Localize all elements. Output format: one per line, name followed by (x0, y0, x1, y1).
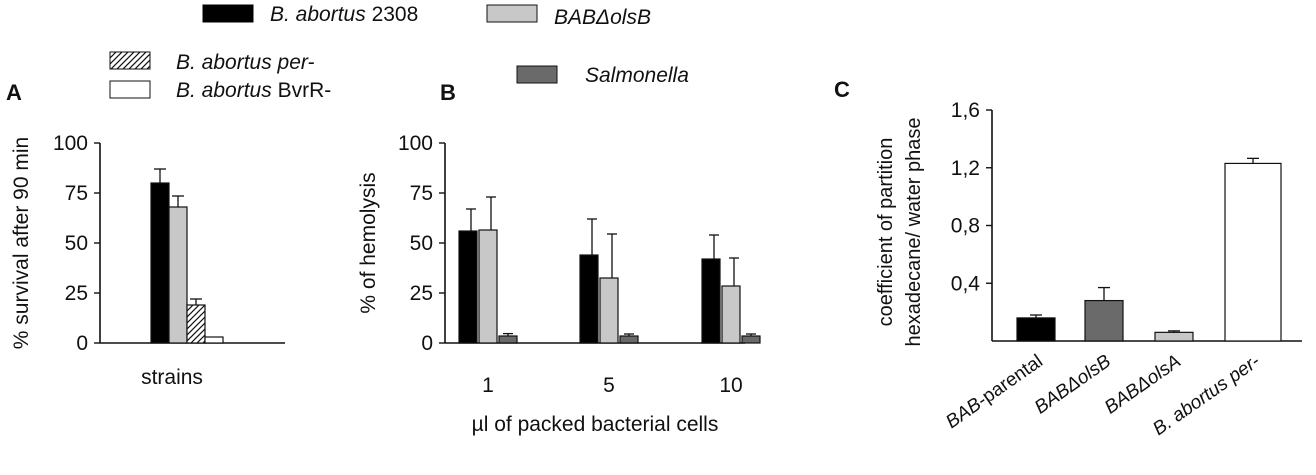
legend-swatch-light-gray (486, 4, 538, 23)
legend-label: B. abortus 2308 (270, 3, 418, 26)
y-tick-label: 75 (410, 182, 433, 205)
bar (150, 182, 170, 344)
legend: B. abortus 2308 BABΔolsB B. abortus per-… (109, 3, 689, 102)
legend-swatch-white (109, 80, 151, 99)
y-tick-label: 100 (398, 132, 433, 155)
chart-panel-c: coefficient of partition hexadecane/ wat… (875, 99, 1302, 440)
y-tick-label: 0,4 (951, 272, 981, 295)
y-tick-label: 1,6 (951, 99, 980, 122)
y-tick-label: 25 (410, 282, 433, 305)
y-tick-label: 0 (76, 332, 88, 355)
x-tick-label: BABΔolsB (1031, 351, 1115, 419)
y-tick-label: 75 (65, 182, 88, 205)
y-tick-label: 0,8 (951, 215, 980, 238)
bar (1224, 162, 1282, 342)
y-axis-label: % survival after 90 min (10, 137, 33, 349)
legend-label: B. abortus BvrR- (176, 79, 331, 102)
legend-swatch-dark-gray (516, 65, 558, 84)
legend-item-b-abortus-2308: B. abortus 2308 (202, 3, 418, 26)
bar (1154, 331, 1194, 342)
y-axis-label: % of hemolysis (357, 172, 380, 313)
bar (1016, 317, 1056, 342)
panel-label-b: B (440, 80, 456, 105)
legend-label: B. abortus per- (176, 51, 315, 74)
legend-swatch-black (202, 4, 254, 23)
y-axis-label-line-1: coefficient of partition (875, 138, 897, 327)
legend-label: Salmonella (585, 64, 689, 87)
x-tick-label: 5 (603, 374, 615, 397)
chart-panel-a: % survival after 90 min strains 0 25 50 75 1… (10, 132, 285, 389)
legend-item-salmonella: Salmonella (516, 64, 689, 87)
bar (458, 230, 478, 344)
panel-label-c: C (834, 77, 850, 102)
x-axis-label: strains (141, 366, 203, 389)
y-tick-label: 50 (65, 232, 88, 255)
chart-panel-b: % of hemolysis µl of packed bacterial ce… (357, 132, 761, 436)
y-tick-label: 1,2 (951, 157, 980, 180)
legend-item-bab-olsb: BABΔolsB (486, 4, 651, 29)
bar (599, 277, 619, 344)
x-tick-label: BAB-parental (942, 351, 1047, 433)
y-tick-label: 0 (421, 332, 433, 355)
legend-item-b-abortus-per: B. abortus per- (109, 51, 315, 74)
legend-swatch-hatched (109, 51, 151, 70)
x-tick-label: 10 (719, 374, 742, 397)
bar (741, 335, 761, 344)
bar (168, 206, 188, 344)
y-tick-label: 100 (53, 132, 88, 155)
y-tick-label: 50 (410, 232, 433, 255)
x-axis-label: µl of packed bacterial cells (472, 413, 719, 436)
y-axis-label-line-2: hexadecane/ water phase (903, 117, 925, 346)
bar (186, 304, 206, 344)
bar (721, 285, 741, 344)
bar (498, 335, 518, 344)
bar (204, 336, 224, 344)
bar (478, 229, 498, 344)
bar (701, 258, 721, 344)
panel-label-a: A (6, 80, 22, 105)
bar (1084, 299, 1124, 342)
legend-label: BABΔolsB (554, 6, 651, 29)
bar (579, 254, 599, 344)
legend-item-b-abortus-bvrr: B. abortus BvrR- (109, 79, 331, 102)
x-tick-label: 1 (482, 374, 494, 397)
y-tick-label: 25 (65, 282, 88, 305)
bar (619, 335, 639, 344)
